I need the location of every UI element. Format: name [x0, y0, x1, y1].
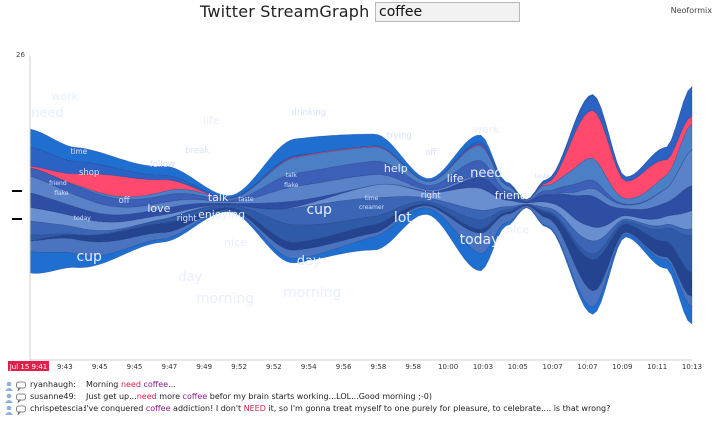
x-tick-label: 10:07	[543, 363, 563, 371]
stream-word-label[interactable]: cup	[306, 202, 332, 218]
stream-word-label[interactable]: enjoying	[198, 208, 245, 221]
keyword-need: need	[120, 380, 141, 389]
tweet-text-part: it, so I'm gonna treat myself to one pur…	[265, 404, 611, 413]
x-tick-label: 9:45	[127, 363, 143, 371]
stream-word-label[interactable]: nice	[506, 223, 529, 236]
stream-word-label[interactable]: work	[51, 90, 78, 103]
keyword-need: need	[136, 392, 157, 401]
speech-bubble-icon	[16, 393, 26, 403]
stream-word-label[interactable]: lot	[394, 210, 412, 226]
x-tick-label: 10:00	[438, 363, 458, 371]
tweet-username[interactable]: chrispetescia:	[30, 404, 86, 413]
x-tick-label: 9:58	[371, 363, 387, 371]
stream-word-label[interactable]: drinking	[291, 108, 326, 118]
stream-word-label[interactable]: love	[147, 202, 170, 215]
tweet-text: Morning need coffee...	[86, 380, 176, 389]
stream-word-label[interactable]: work	[473, 123, 500, 136]
stream-word-label[interactable]: help	[384, 162, 408, 175]
x-tick-label: 9:45	[92, 363, 108, 371]
header: Twitter StreamGraph for Neoformix	[0, 0, 720, 28]
tweet-username[interactable]: susanne49:	[30, 392, 77, 401]
tweet-text: Just get up...need more coffee befor my …	[86, 392, 432, 401]
stream-word-label[interactable]: flake	[54, 190, 69, 197]
x-tick-label: 10:13	[682, 363, 702, 371]
stream-word-label[interactable]: shop	[79, 168, 99, 178]
tweet-text-part: more	[156, 392, 183, 401]
tweet-text: I've conquered coffee addiction! I don't…	[84, 404, 610, 413]
stream-word-label[interactable]: off	[119, 196, 131, 206]
stream-word-label[interactable]: today	[74, 215, 92, 222]
brand-label: Neoformix	[670, 6, 712, 15]
user-icon	[5, 405, 13, 415]
stream-word-label[interactable]: day	[178, 270, 202, 285]
x-tick-label: 9:54	[301, 363, 317, 371]
user-icon	[5, 393, 13, 403]
x-tick-label: 9:58	[405, 363, 421, 371]
time-slider-handle[interactable]	[8, 361, 49, 371]
stream-word-label[interactable]: talk	[208, 191, 229, 204]
x-tick-label: 10:11	[647, 363, 667, 371]
x-tick-label: 9:43	[57, 363, 73, 371]
x-tick-label: 10:07	[577, 363, 597, 371]
x-tick-label: 9:56	[336, 363, 352, 371]
stream-word-label[interactable]: time	[365, 195, 379, 202]
stream-word-label[interactable]: time	[70, 147, 87, 156]
tweet-text-part: Just get up...	[86, 392, 137, 401]
streamgraph[interactable]: Jul 15 9:41 9:43 9:45 9:45 9:47 9:49 9:52 9:52 9…	[0, 48, 720, 376]
stream-word-label[interactable]: break	[185, 146, 209, 156]
x-tick-label: 10:05	[508, 363, 528, 371]
speech-bubble-icon	[16, 405, 26, 415]
tweet-text-part: addiction! I don't	[170, 404, 244, 413]
x-tick-label: 10:09	[612, 363, 632, 371]
tweet-row[interactable]: ryanhaugh: Morning need coffee...	[0, 380, 720, 392]
stream-word-label[interactable]: friend	[49, 180, 67, 187]
x-tick-label: 9:49	[196, 363, 212, 371]
y-axis-max-label: 26	[16, 51, 25, 59]
stream-word-label[interactable]: off	[425, 148, 437, 158]
stream-word-label[interactable]: need	[470, 166, 503, 181]
tweet-row[interactable]: susanne49: Just get up...need more coffee…	[0, 392, 720, 404]
tweet-row[interactable]: chrispetescia: I've conquered coffee addi…	[0, 404, 720, 416]
stream-word-label[interactable]: life	[203, 114, 220, 127]
stream-word-label[interactable]: cup	[76, 249, 102, 265]
stream-word-label[interactable]: nice	[224, 236, 247, 249]
user-icon	[5, 381, 13, 391]
search-input[interactable]	[375, 2, 520, 22]
stream-word-label[interactable]: taste	[535, 173, 551, 180]
stream-layer[interactable]	[29, 206, 693, 325]
keyword-coffee: coffee	[182, 392, 208, 401]
tweet-text-part: Morning	[86, 380, 121, 389]
stream-word-label[interactable]: talk	[286, 172, 298, 179]
speech-bubble-icon	[16, 381, 26, 391]
stream-word-label[interactable]: morning	[283, 285, 341, 301]
tweet-text-part: befor my brain starts working...LOL...Go…	[207, 392, 432, 401]
stream-word-label[interactable]: need	[31, 106, 64, 121]
stream-word-label[interactable]: flake	[284, 182, 299, 189]
stream-word-label[interactable]: taste	[238, 196, 254, 203]
stream-word-label[interactable]: right	[177, 214, 198, 224]
x-tick-label: 9:52	[231, 363, 247, 371]
stream-word-label[interactable]: morning	[196, 291, 254, 307]
keyword-coffee: coffee	[143, 380, 169, 389]
stream-word-label[interactable]: right	[421, 191, 442, 201]
stream-word-label[interactable]: today	[460, 232, 500, 248]
stream-word-label[interactable]: trying	[387, 131, 412, 141]
x-tick-label: 10:03	[473, 363, 493, 371]
keyword-need: NEED	[243, 404, 266, 413]
stream-word-label[interactable]: follow	[150, 160, 175, 170]
left-tick-mark	[12, 190, 22, 192]
stream-word-label[interactable]: life	[447, 172, 464, 185]
left-tick-mark	[12, 218, 22, 220]
tweet-text-part: I've conquered	[84, 404, 146, 413]
x-tick-label: 9:47	[162, 363, 178, 371]
stream-word-label[interactable]: day	[297, 254, 321, 269]
tweet-username[interactable]: ryanhaugh:	[30, 380, 76, 389]
x-tick-label: Jul 15 9:41	[9, 363, 48, 371]
stream-word-label[interactable]: creamer	[359, 204, 385, 211]
keyword-coffee: coffee	[145, 404, 171, 413]
x-tick-label: 9:52	[266, 363, 282, 371]
page-title: Twitter StreamGraph for	[200, 2, 398, 21]
tweet-text-part: ...	[168, 380, 176, 389]
stream-word-label[interactable]: friend	[495, 189, 527, 202]
